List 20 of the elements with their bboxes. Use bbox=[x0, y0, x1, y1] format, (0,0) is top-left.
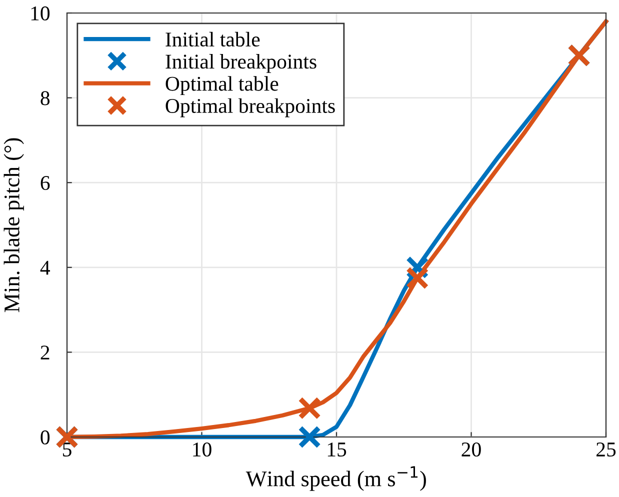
x-tick-label: 15 bbox=[328, 442, 346, 457]
point bbox=[298, 426, 322, 448]
legend-label: Initial table bbox=[166, 32, 260, 47]
x-tick-label: 10 bbox=[193, 442, 212, 457]
y-tick-label: 0 bbox=[40, 430, 50, 444]
x-tick-label: 5 bbox=[63, 442, 72, 457]
y-tick-label: 8 bbox=[40, 91, 50, 106]
y-tick-label: 6 bbox=[40, 176, 50, 190]
point bbox=[298, 396, 322, 420]
point bbox=[406, 266, 429, 290]
y-axis-title: Min. blade pitch (°) bbox=[4, 138, 24, 312]
y-tick-label: 4 bbox=[40, 260, 50, 275]
legend-label: Initial breakpoints bbox=[166, 54, 316, 73]
legend-label: Optimal breakpoints bbox=[166, 98, 335, 118]
y-tick-label: 2 bbox=[40, 346, 50, 360]
y-tick-label: 10 bbox=[31, 6, 50, 20]
legend-label: Optimal table bbox=[166, 76, 278, 96]
x-tick-label: 25 bbox=[596, 442, 616, 457]
x-tick-label: 20 bbox=[462, 442, 481, 457]
x-axis-title: Wind speed (m s$^{−1}$) bbox=[246, 466, 426, 491]
